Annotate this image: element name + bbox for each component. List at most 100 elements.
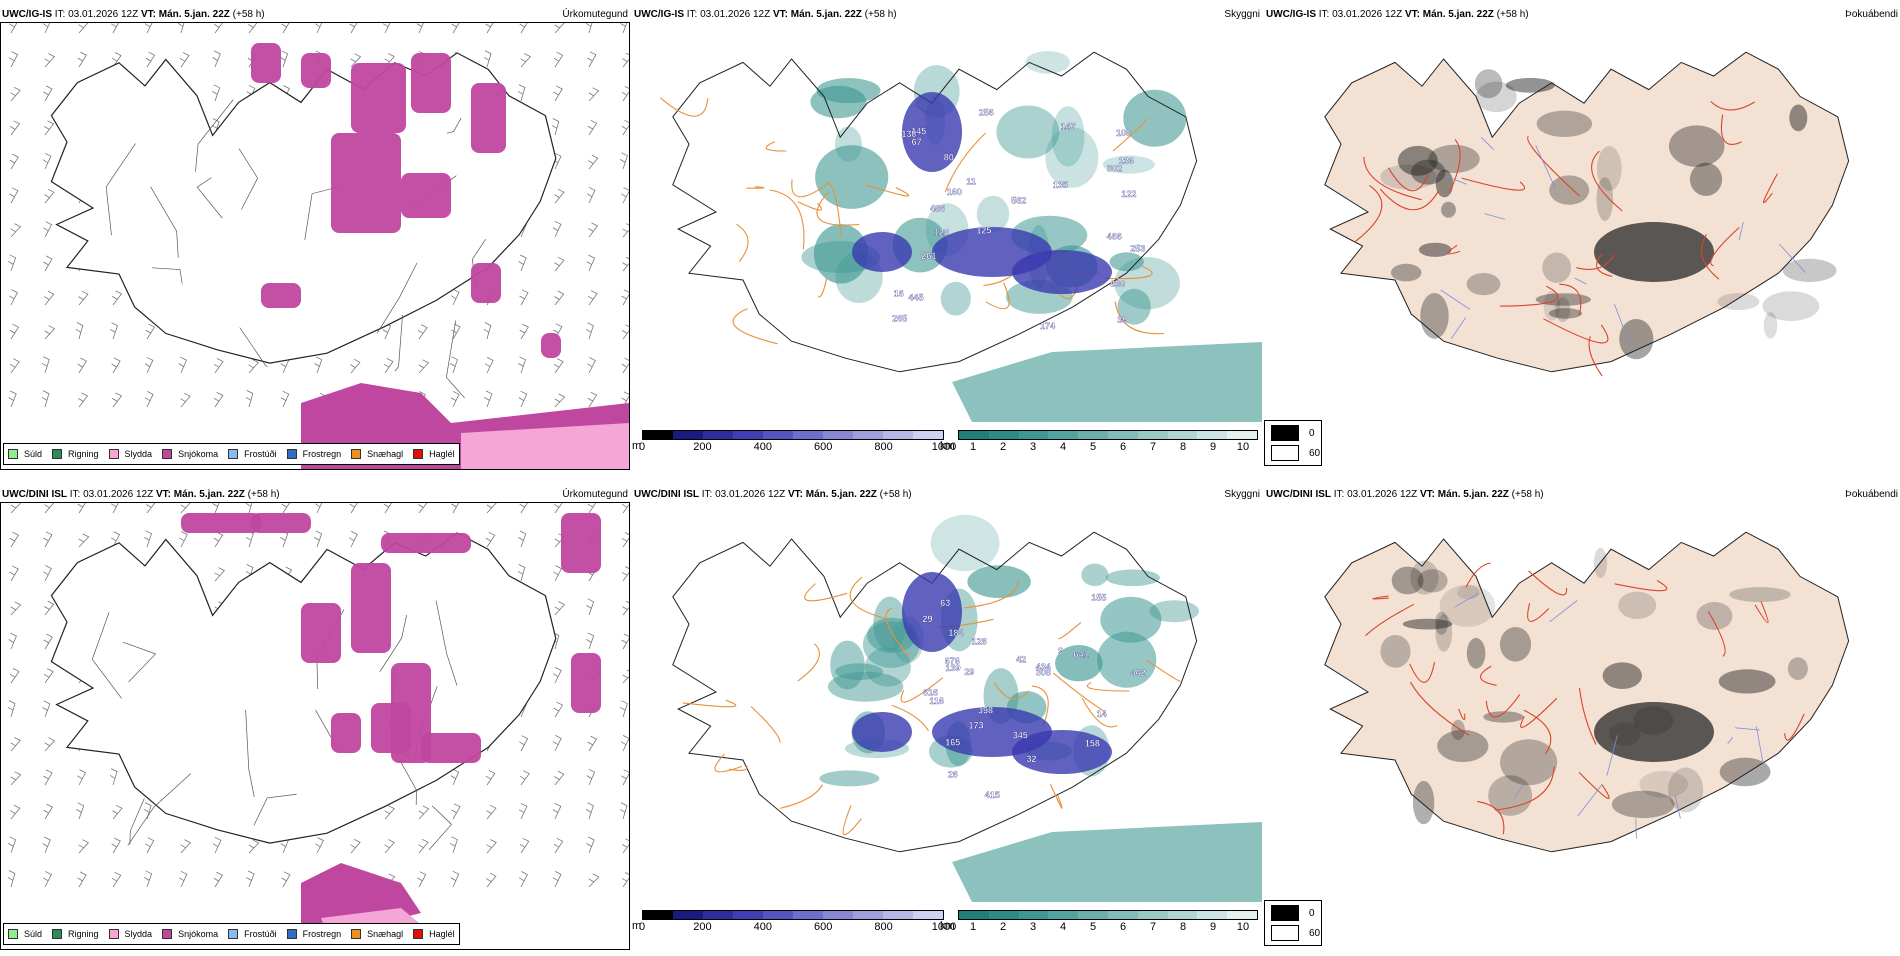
basin-boundary xyxy=(446,117,462,134)
header-vtlab: VT: xyxy=(772,9,788,20)
ceiling-height-label: 122 xyxy=(1121,189,1136,199)
forecast-row: UWC/IG-IS IT: 03.01.2026 12Z VT: Mán. 5.… xyxy=(0,8,1900,476)
river xyxy=(1445,175,1467,185)
fog-area xyxy=(1668,125,1725,167)
wind-barb xyxy=(450,390,460,408)
wind-barb xyxy=(77,769,87,786)
road xyxy=(1112,117,1148,152)
snow-area xyxy=(381,533,471,553)
road xyxy=(1485,694,1521,718)
basin-boundary xyxy=(238,148,259,210)
colorbar-step xyxy=(988,431,1019,439)
road xyxy=(1543,318,1609,344)
legend-swatch xyxy=(228,929,239,939)
legend-item: Frostúði xyxy=(228,449,277,459)
wind-barb xyxy=(212,503,220,514)
snow-area xyxy=(541,333,561,358)
basin-boundary xyxy=(122,641,157,683)
road xyxy=(1049,783,1063,809)
header-model: UWC/IG-IS xyxy=(2,9,52,20)
fog-area xyxy=(1689,162,1723,196)
wind-barb xyxy=(519,323,529,340)
colorbar-step xyxy=(1227,431,1257,439)
wind-barb xyxy=(519,503,528,514)
wind-barb xyxy=(585,322,594,340)
colorbar-tick-label: 6 xyxy=(1119,921,1127,933)
legend-label: Rigning xyxy=(68,449,99,459)
colorbar-step xyxy=(1167,431,1198,439)
wind-barb xyxy=(212,84,221,102)
wind-barb xyxy=(621,566,629,582)
road xyxy=(1710,227,1740,267)
wind-barb xyxy=(620,735,629,752)
wind-barb xyxy=(418,359,430,374)
wind-barb xyxy=(77,357,87,374)
fog-area xyxy=(1466,637,1486,669)
header-itlab: IT: xyxy=(1333,489,1345,500)
wind-barb xyxy=(42,871,52,888)
wind-barb xyxy=(621,187,629,204)
wind-barb xyxy=(8,836,17,854)
wind-barb xyxy=(519,837,530,854)
legend-item: Haglél xyxy=(413,449,455,459)
wind-barb xyxy=(417,871,427,888)
wind-barb xyxy=(9,358,20,374)
road xyxy=(1559,283,1582,316)
wind-barb xyxy=(484,390,493,408)
fog-area xyxy=(1549,175,1590,205)
river xyxy=(1513,784,1524,800)
wind-barb xyxy=(314,503,323,514)
low-visibility-area xyxy=(819,770,880,787)
wind-barb xyxy=(42,152,52,170)
wind-barb xyxy=(246,870,255,888)
wind-barb xyxy=(314,23,323,34)
river xyxy=(1574,277,1587,285)
wind-barb xyxy=(418,805,430,820)
legend-item: Frostúði xyxy=(228,929,277,939)
wind-barb xyxy=(144,23,153,34)
ceiling-height-label: 630 xyxy=(1110,279,1125,289)
wind-barb xyxy=(587,119,598,136)
low-ceiling-area xyxy=(1012,250,1112,294)
wind-barb xyxy=(486,872,497,888)
wind-barb xyxy=(43,769,53,786)
precip-type-legend: Súld Rigning Slydda Snjókoma Frostúði Frostre… xyxy=(3,443,460,465)
sleet-band-south xyxy=(461,423,629,469)
legend-item: Snjókoma xyxy=(162,929,218,939)
basin-boundary xyxy=(445,320,465,399)
road xyxy=(1495,766,1555,811)
wind-barb xyxy=(554,256,565,272)
road xyxy=(1499,285,1559,307)
wind-barb xyxy=(109,768,118,786)
wind-barb xyxy=(622,256,629,272)
fog-area xyxy=(1390,263,1422,282)
colorbar-tick-label: 8 xyxy=(1179,921,1187,933)
road xyxy=(900,677,944,703)
wind-barb xyxy=(145,51,156,68)
wind-barb xyxy=(588,87,600,102)
fog-key-high-swatch xyxy=(1271,925,1299,941)
colorbar-step xyxy=(988,911,1019,919)
road xyxy=(797,201,822,211)
wind-barb xyxy=(144,870,153,888)
fog-area xyxy=(1542,252,1572,283)
wind-barb xyxy=(451,803,461,820)
road xyxy=(1527,603,1550,622)
fog-key: 0 60 xyxy=(1264,900,1322,946)
road xyxy=(769,189,805,250)
precip-map-frame: Súld Rigning Slydda Snjókoma Frostúði Frostre… xyxy=(0,502,630,950)
ceiling-height-label: 434 xyxy=(1036,662,1051,672)
header-it: 03.01.2026 12Z xyxy=(715,489,786,500)
low-visibility-sea xyxy=(952,822,1262,902)
basin-boundary xyxy=(129,798,145,845)
ceiling-colorbar: 0 200 400 600 800 1000 xyxy=(639,910,956,936)
precip-panel-header: UWC/IG-IS IT: 03.01.2026 12Z VT: Mán. 5.… xyxy=(0,8,630,22)
fog-area xyxy=(1397,145,1438,176)
legend-label: Rigning xyxy=(68,929,99,939)
road xyxy=(1763,173,1778,204)
ceiling-height-label: 174 xyxy=(1040,321,1055,331)
river xyxy=(1480,136,1494,150)
wind-barb xyxy=(144,391,154,408)
legend-item: Súld xyxy=(8,449,42,459)
cloud-map: 398 63 29 434 462 616 155 139 345 415 676 641 308 173… xyxy=(672,514,1262,902)
